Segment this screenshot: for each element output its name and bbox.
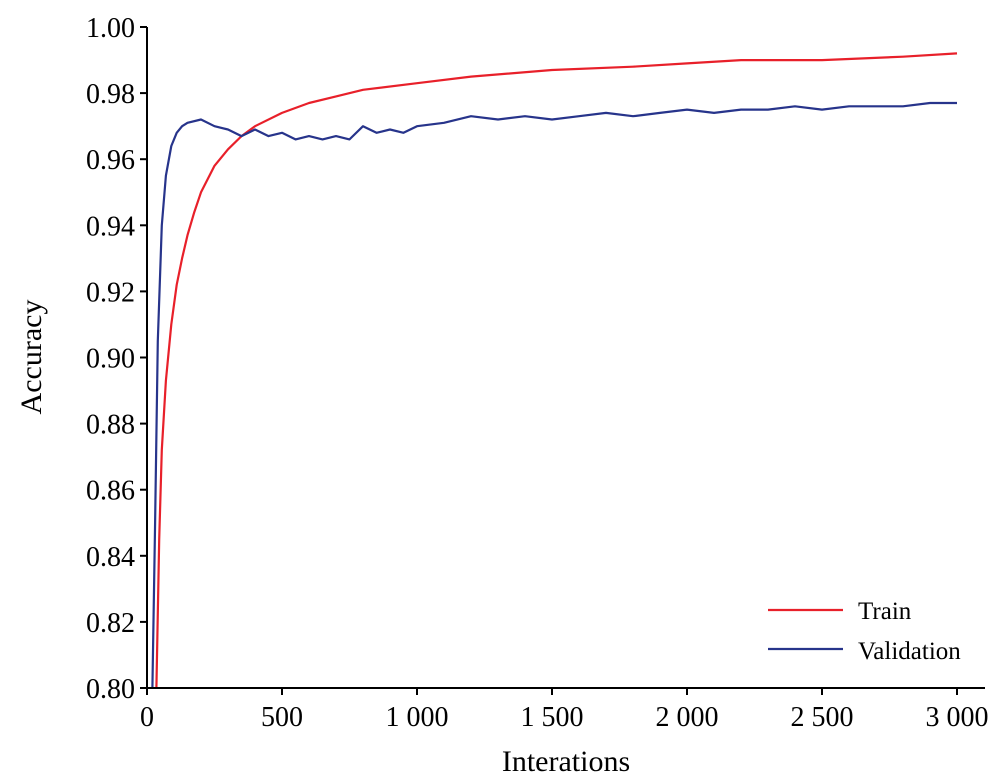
y-tick-label: 0.88 xyxy=(86,410,135,441)
legend: Train Validation xyxy=(768,598,961,665)
y-tick-label: 0.92 xyxy=(86,277,135,308)
x-axis-title: Interations xyxy=(502,745,630,778)
y-tick-label: 0.86 xyxy=(86,476,135,507)
x-tick-label: 0 xyxy=(140,702,154,733)
x-tick-label: 1 500 xyxy=(521,702,584,733)
x-tick-label: 1 000 xyxy=(386,702,449,733)
x-tick-label: 2 500 xyxy=(791,702,854,733)
legend-label-train: Train xyxy=(858,598,912,625)
series-line-train xyxy=(155,52,958,689)
y-tick-label: 0.90 xyxy=(86,344,135,375)
x-tick-label: 500 xyxy=(261,702,303,733)
y-tick-label: 0.94 xyxy=(86,211,135,242)
y-tick-label: 0.80 xyxy=(86,674,135,705)
y-tick-label: 0.82 xyxy=(86,608,135,639)
y-tick-label: 0.84 xyxy=(86,542,135,573)
ticks-layer: 0.80 0.82 0.84 0.86 0.88 0.90 0.92 0.94 0.96 0.98… xyxy=(86,13,989,733)
y-tick-label: 0.98 xyxy=(86,79,135,110)
axes-layer xyxy=(146,27,985,689)
legend-label-validation: Validation xyxy=(858,638,961,665)
x-tick-label: 3 000 xyxy=(926,702,989,733)
x-tick-label: 2 000 xyxy=(656,702,719,733)
series-layer xyxy=(151,52,958,689)
y-tick-label: 1.00 xyxy=(86,13,135,44)
y-tick-label: 0.96 xyxy=(86,145,135,176)
series-line-validation xyxy=(151,101,957,689)
y-axis-title: Accuracy xyxy=(15,300,48,415)
